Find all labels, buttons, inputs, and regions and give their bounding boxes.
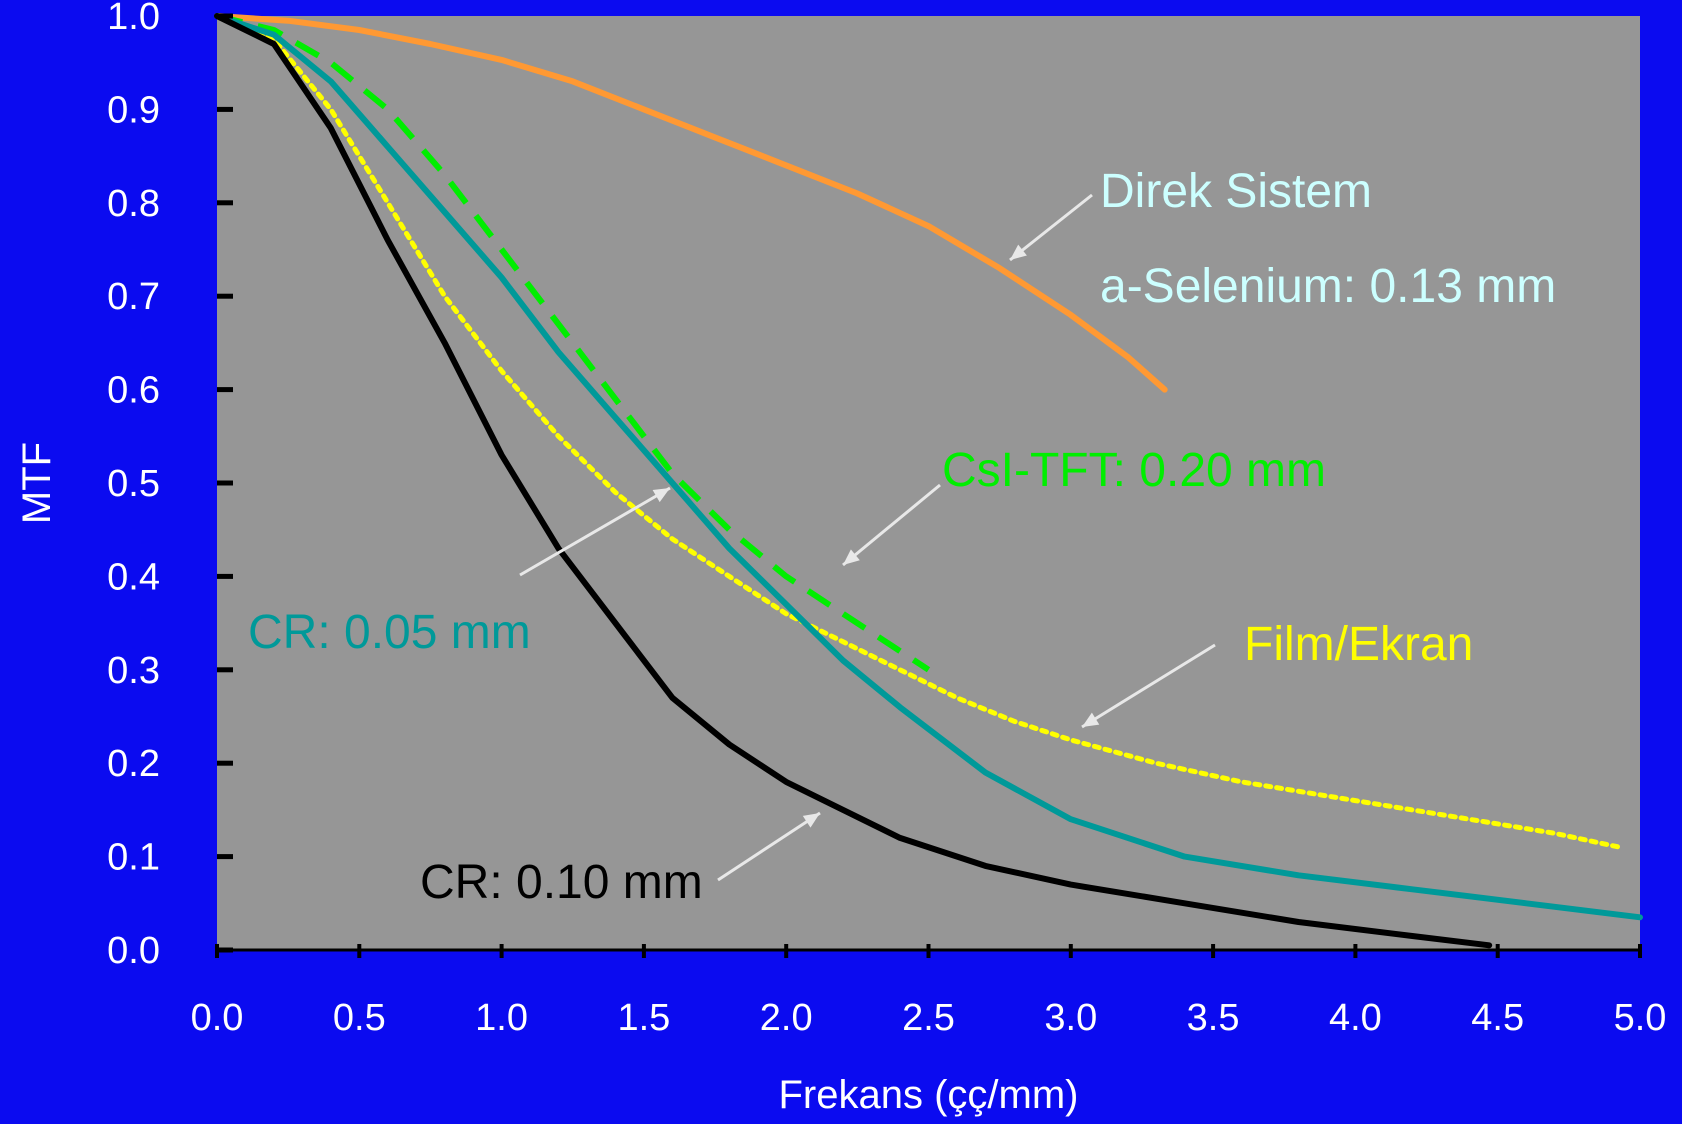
annotation-layer: Direk Sistem a-Selenium: 0.13 mm CsI-TFT: …: [248, 165, 1556, 909]
y-tick-label: 0.9: [107, 89, 160, 131]
y-tick-label: 0.7: [107, 276, 160, 318]
y-tick-label: 0.0: [107, 930, 160, 972]
x-tick-label: 5.0: [1614, 997, 1667, 1039]
annotation-label: CR: 0.05 mm: [248, 606, 531, 659]
annotation-label: Film/Ekran: [1244, 618, 1473, 671]
y-tick-label: 0.2: [107, 743, 160, 785]
annotation-arrow: [1081, 643, 1216, 729]
annotation-arrowhead: [1082, 712, 1100, 727]
y-tick-label: 0.5: [107, 463, 160, 505]
series-line-4: [214, 13, 1493, 949]
axis-layer: 0.0 0.5 1.0 1.5 2.0 2.5 3.0 3.5 4.0 4.5 5.0 0.0 0.1 0…: [107, 0, 1666, 1039]
y-tick-label: 0.4: [107, 556, 160, 598]
series-line-3: [214, 13, 1623, 850]
annotation-label: Direk Sistem: [1100, 165, 1372, 218]
x-axis-label: Frekans (çç/mm): [779, 1073, 1079, 1117]
annotation-arrows: [519, 193, 1216, 882]
annotation-arrow: [1009, 193, 1093, 262]
y-tick-label: 0.3: [107, 650, 160, 692]
y-tick-label: 0.1: [107, 837, 160, 879]
y-tick-label: 0.8: [107, 183, 160, 225]
annotation-arrow: [519, 486, 671, 577]
series-line-2: [214, 13, 1643, 921]
x-tick-label: 1.5: [617, 997, 670, 1039]
annotation-label: a-Selenium: 0.13 mm: [1100, 260, 1556, 313]
series-layer: [214, 13, 1643, 949]
y-tick-label: 1.0: [107, 0, 160, 38]
x-tick-label: 4.0: [1329, 997, 1382, 1039]
annotation-arrowhead: [843, 549, 860, 565]
x-tick-label: 4.5: [1471, 997, 1524, 1039]
annotation-arrow: [717, 811, 821, 882]
y-axis-label: MTF: [15, 442, 59, 524]
x-tick-label: 1.0: [475, 997, 528, 1039]
series-line-1: [216, 13, 931, 673]
annotation-arrowhead: [1010, 244, 1027, 260]
plot-area: [217, 16, 1640, 950]
annotation-label: CsI-TFT: 0.20 mm: [942, 444, 1326, 497]
y-tick-label: 0.6: [107, 370, 160, 412]
x-tick-label: 0.5: [333, 997, 386, 1039]
annotation-arrowhead: [652, 488, 670, 503]
annotation-label: CR: 0.10 mm: [420, 856, 703, 909]
x-tick-label: 2.0: [760, 997, 813, 1039]
series-line-0: [214, 13, 1168, 393]
x-tick-label: 0.0: [191, 997, 244, 1039]
x-tick-label: 3.5: [1187, 997, 1240, 1039]
annotation-arrow: [842, 483, 941, 567]
annotation-arrowhead: [802, 813, 820, 828]
x-tick-label: 3.0: [1044, 997, 1097, 1039]
x-tick-label: 2.5: [902, 997, 955, 1039]
